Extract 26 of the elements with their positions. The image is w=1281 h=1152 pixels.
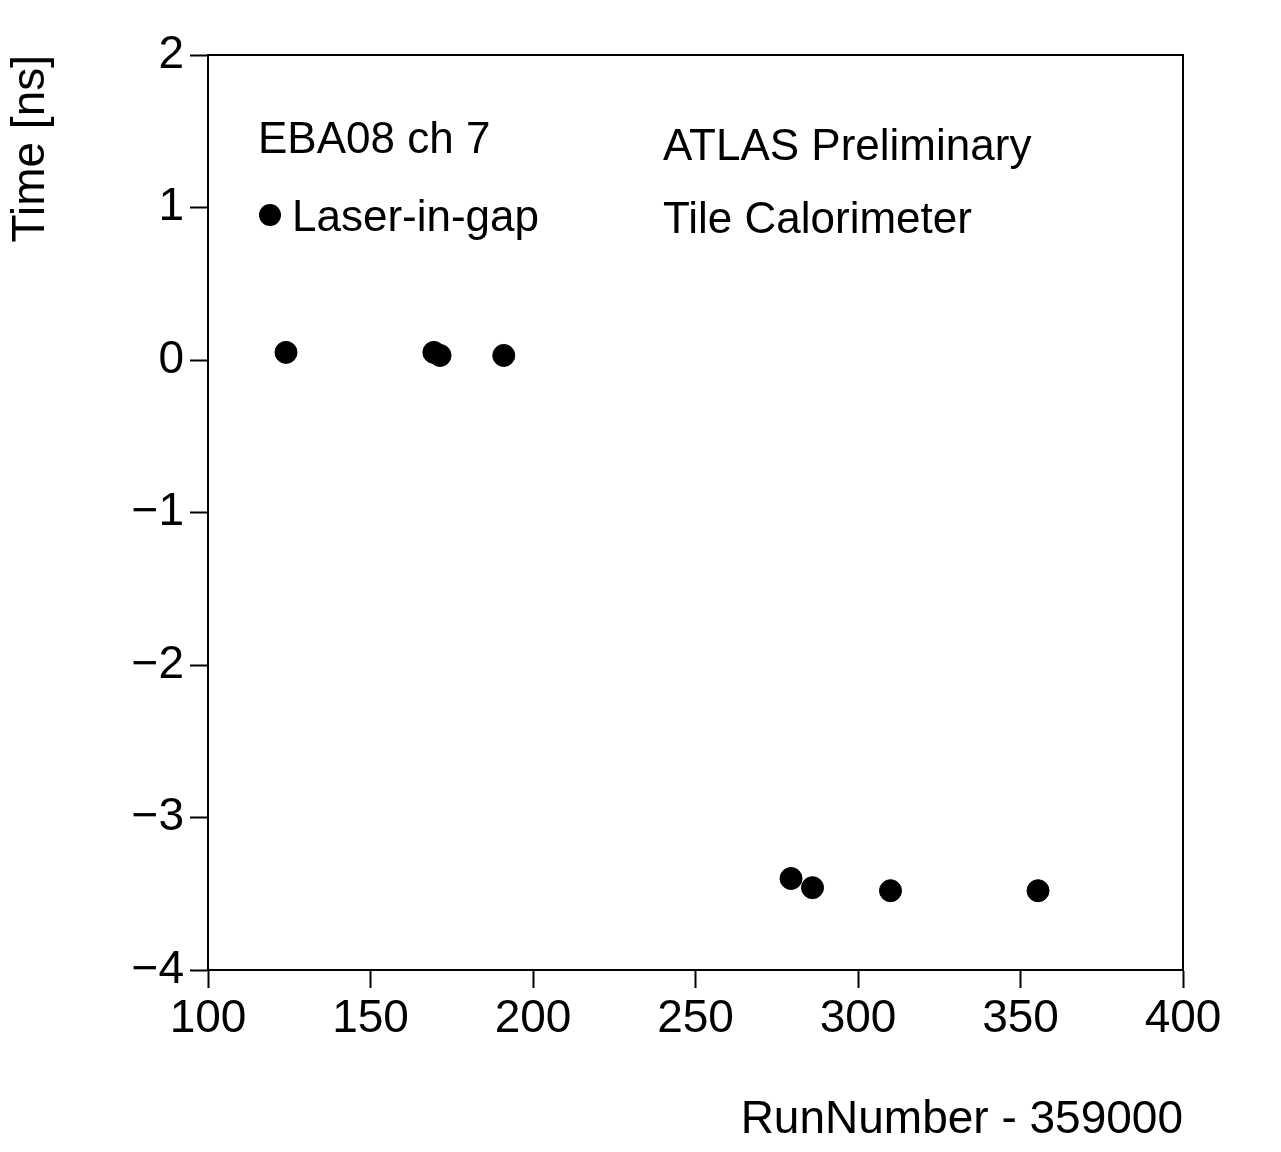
y-tick-label: −4 bbox=[131, 940, 184, 993]
x-tick-label: 100 bbox=[169, 990, 247, 1043]
y-tick-label: 2 bbox=[158, 25, 184, 78]
point bbox=[879, 879, 902, 903]
point bbox=[779, 867, 803, 890]
y-tick-label: −3 bbox=[131, 788, 184, 841]
point bbox=[492, 343, 516, 367]
point bbox=[1026, 879, 1050, 903]
x-tick-label: 150 bbox=[332, 990, 409, 1043]
x-tick-label: 250 bbox=[657, 990, 734, 1043]
y-tick-label: 1 bbox=[158, 178, 184, 231]
annotation: EBA08 ch 7 bbox=[258, 113, 491, 162]
x-axis-title: RunNumber - 359000 bbox=[740, 1091, 1183, 1144]
x-tick-label: 300 bbox=[819, 990, 897, 1043]
x-tick-label: 350 bbox=[982, 990, 1059, 1043]
x-tick-label: 400 bbox=[1144, 990, 1222, 1043]
x-tick-label: 200 bbox=[494, 990, 572, 1043]
point bbox=[801, 876, 824, 900]
annotation: ATLAS Preliminary bbox=[663, 120, 1032, 169]
y-tick-label: −1 bbox=[131, 483, 184, 536]
y-tick-label: 0 bbox=[158, 330, 184, 383]
y-axis-title: Time [ns] bbox=[2, 55, 55, 243]
point bbox=[274, 340, 298, 364]
annotation: Tile Calorimeter bbox=[663, 193, 972, 242]
y-tick-label: −2 bbox=[131, 635, 184, 688]
legend-label: Laser-in-gap bbox=[292, 191, 540, 240]
